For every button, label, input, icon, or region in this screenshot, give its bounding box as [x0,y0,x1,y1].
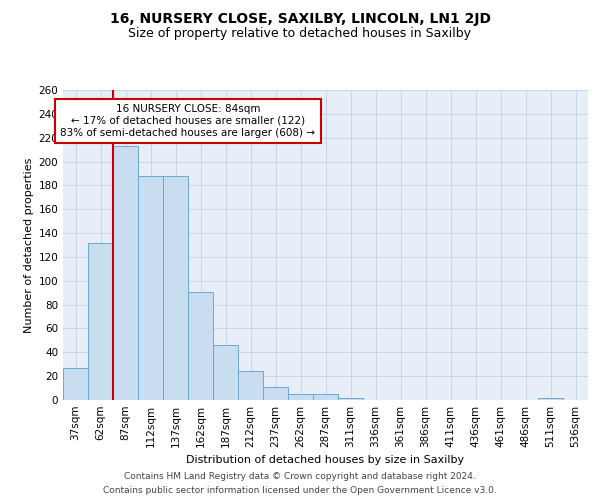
Y-axis label: Number of detached properties: Number of detached properties [24,158,34,332]
X-axis label: Distribution of detached houses by size in Saxilby: Distribution of detached houses by size … [187,456,464,466]
Bar [188,292,213,400]
Bar [313,394,338,400]
Text: Contains HM Land Registry data © Crown copyright and database right 2024.: Contains HM Land Registry data © Crown c… [124,472,476,481]
Bar [63,368,88,400]
Text: Contains public sector information licensed under the Open Government Licence v3: Contains public sector information licen… [103,486,497,495]
Bar [163,176,188,400]
Bar [113,146,138,400]
Bar [213,345,238,400]
Text: 16 NURSERY CLOSE: 84sqm
← 17% of detached houses are smaller (122)
83% of semi-d: 16 NURSERY CLOSE: 84sqm ← 17% of detache… [61,104,316,138]
Text: 16, NURSERY CLOSE, SAXILBY, LINCOLN, LN1 2JD: 16, NURSERY CLOSE, SAXILBY, LINCOLN, LN1… [110,12,491,26]
Text: Size of property relative to detached houses in Saxilby: Size of property relative to detached ho… [128,28,472,40]
Bar [538,398,563,400]
Bar [338,398,363,400]
Bar [88,242,113,400]
Bar [138,176,163,400]
Bar [288,394,313,400]
Bar [263,387,288,400]
Bar [238,372,263,400]
